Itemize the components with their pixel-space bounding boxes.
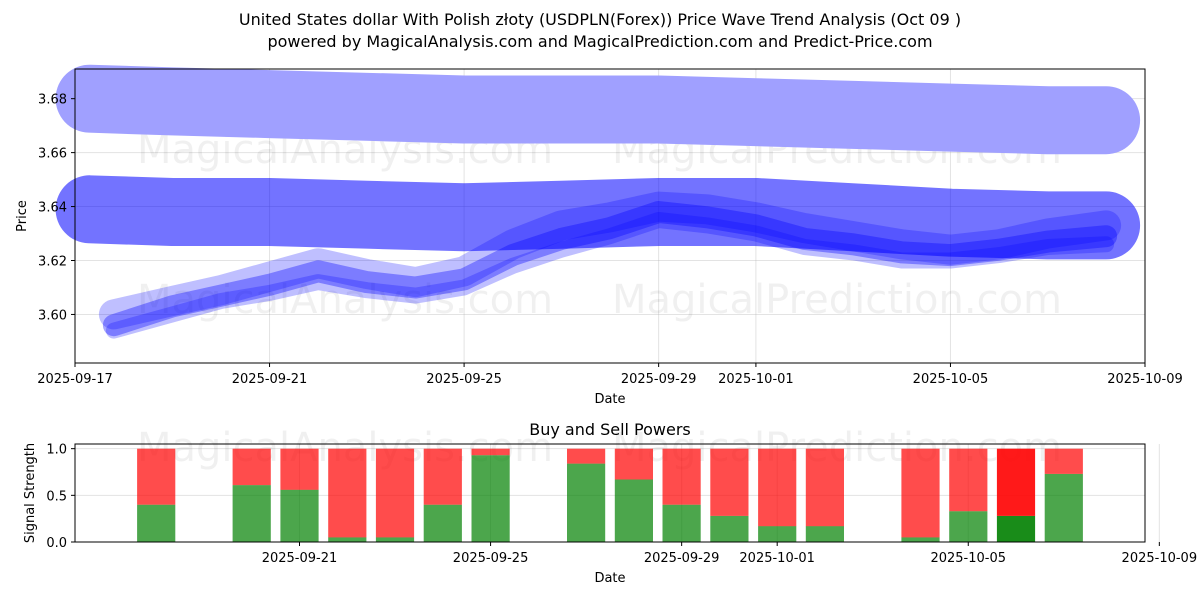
sell-bar (996, 448, 1036, 516)
price-y-tick-label: 3.68 (38, 93, 67, 108)
buy-bar (614, 479, 653, 542)
price-series-upper-band (55, 64, 1141, 155)
sell-bar (232, 448, 271, 486)
sell-bar (662, 448, 701, 505)
signal-x-tick-label: 2025-10-09 (1122, 551, 1198, 566)
signal-x-tick-label: 2025-09-29 (644, 551, 720, 566)
price-x-tick-label: 2025-09-17 (37, 372, 113, 387)
buy-bar (949, 511, 988, 542)
price-x-tick-label: 2025-09-21 (232, 372, 308, 387)
sell-bar (567, 448, 606, 464)
sell-bar (805, 448, 844, 527)
buy-bar (280, 489, 319, 542)
signal-plot-border (74, 443, 1146, 543)
sell-bar (328, 448, 367, 538)
signal-bars (137, 448, 1083, 542)
signal-y-label: Signal Strength (23, 443, 38, 543)
sell-bar (710, 448, 749, 516)
price-series-wave-b (98, 191, 1122, 330)
signal-x-tick-label: 2025-09-25 (453, 551, 529, 566)
buy-bar (375, 537, 415, 542)
sell-bar (423, 448, 462, 505)
price-y-tick-label: 3.64 (38, 201, 67, 216)
buy-bar (232, 485, 271, 542)
buy-bar (328, 537, 367, 542)
buy-bar (901, 537, 940, 542)
signal-x-tick-label: 2025-09-21 (262, 551, 338, 566)
bottom-chart-title: Buy and Sell Powers (529, 420, 691, 439)
watermark-mid-left: MagicalAnalysis.com (137, 277, 553, 323)
buy-bar (758, 526, 797, 542)
buy-bar (662, 504, 701, 542)
price-x-tick-label: 2025-10-09 (1107, 372, 1183, 387)
price-y-tick-label: 3.66 (38, 147, 67, 162)
signal-y-tick-label: 1.0 (46, 443, 67, 458)
buy-bar (567, 463, 606, 542)
sell-bar (137, 448, 176, 505)
buy-bar (996, 515, 1036, 542)
sell-bar (614, 448, 653, 480)
price-series-wave-a (102, 201, 1118, 337)
price-y-label: Price (15, 200, 30, 232)
buy-bar (423, 504, 462, 542)
signal-x-label: Date (594, 571, 625, 586)
sell-bar (758, 448, 797, 527)
price-wave-series (55, 64, 1141, 339)
buy-bar (1044, 473, 1083, 542)
price-x-label: Date (594, 392, 625, 407)
sell-bar (280, 448, 319, 490)
signal-y-tick-label: 0.5 (46, 489, 67, 504)
buy-bar (471, 455, 510, 542)
price-x-tick-label: 2025-09-25 (426, 372, 502, 387)
watermark-mid-right: MagicalPrediction.com (612, 277, 1062, 323)
price-y-tick-label: 3.62 (38, 255, 67, 270)
sell-bar (949, 448, 988, 512)
price-plot-border (74, 68, 1146, 364)
sell-bar (901, 448, 940, 538)
price-series-mid-band (55, 175, 1141, 260)
sell-bar (471, 448, 510, 456)
buy-bar (805, 526, 844, 542)
buy-bar (710, 515, 749, 542)
signal-y-tick-label: 0.0 (46, 536, 67, 551)
sell-bar (375, 448, 415, 538)
sell-bar (1044, 448, 1083, 474)
buy-bar (137, 504, 176, 542)
price-axes: 2025-09-17 2025-09-21 2025-09-25 2025-09-29… (37, 93, 1183, 387)
price-y-tick-label: 3.60 (38, 308, 67, 323)
chart-title-line2: powered by MagicalAnalysis.com and Magic… (267, 32, 932, 51)
signal-x-tick-label: 2025-10-01 (739, 551, 815, 566)
price-x-tick-label: 2025-09-29 (621, 372, 697, 387)
price-x-tick-label: 2025-10-05 (913, 372, 989, 387)
chart-title-line1: United States dollar With Polish złoty (… (239, 10, 961, 29)
signal-x-tick-label: 2025-10-05 (930, 551, 1006, 566)
signal-axes: 0.0 0.5 1.0 2025-09-21 2025-09-25 2025-09-29 2… (46, 443, 1197, 566)
price-series-wave-c (105, 212, 1115, 339)
price-x-tick-label: 2025-10-01 (718, 372, 794, 387)
